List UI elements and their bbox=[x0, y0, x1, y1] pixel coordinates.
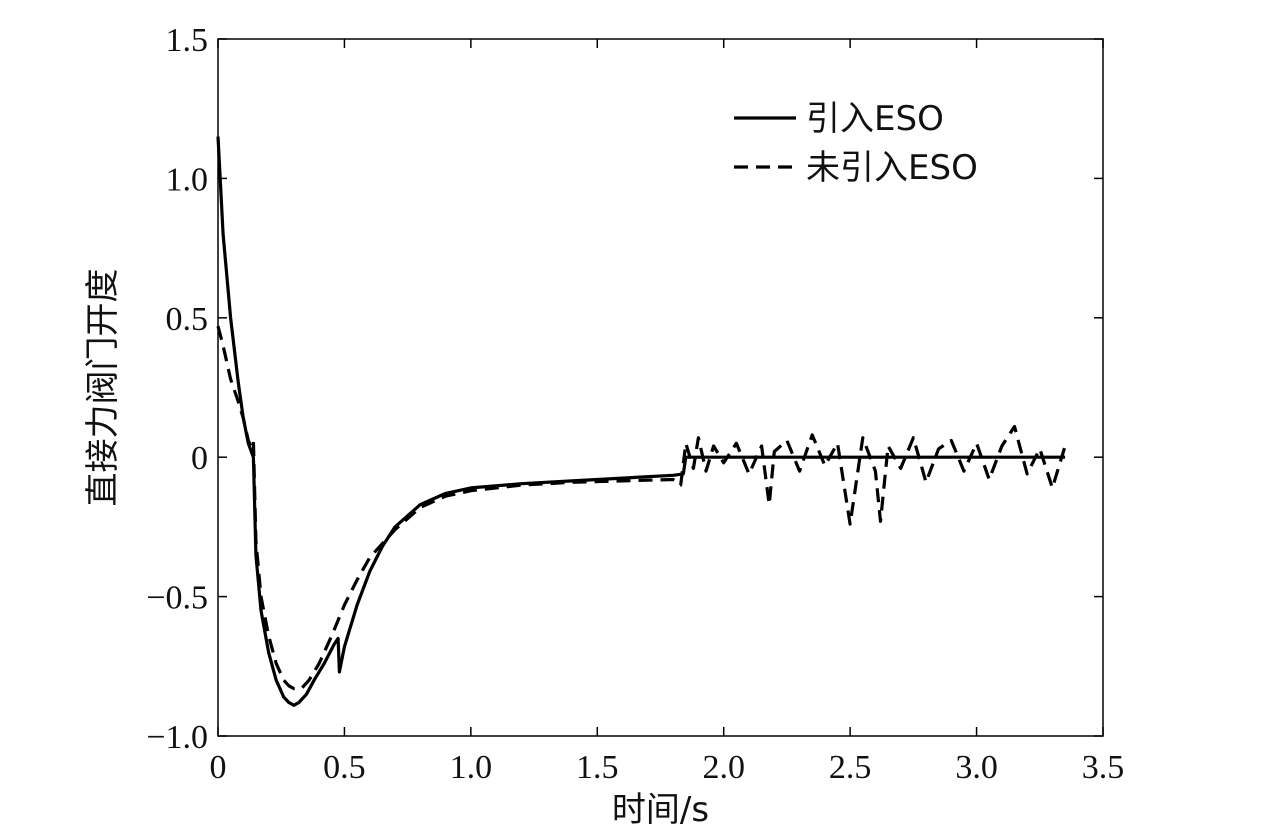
x-tick-label: 1.5 bbox=[576, 749, 619, 786]
y-tick-label: 0 bbox=[191, 440, 208, 477]
plot-frame bbox=[217, 38, 1104, 737]
plot-area: 0 0.5 1.0 1.5 2.0 2.5 3.0 3.5 −1.0 −0.5 0 0.5 1.0 1.… bbox=[146, 22, 1124, 786]
legend-label-series-0: 引入ESO bbox=[806, 99, 944, 139]
x-tick-label: 0.5 bbox=[323, 749, 366, 786]
series-line-1 bbox=[216, 325, 1067, 691]
legend-label-series-1: 未引入ESO bbox=[806, 148, 978, 188]
x-tick-label: 2.5 bbox=[829, 749, 872, 786]
y-tick-label: −1.0 bbox=[146, 719, 208, 756]
y-tick-label: 0.5 bbox=[166, 301, 209, 338]
x-tick-label: 3.5 bbox=[1082, 749, 1125, 786]
series-layer bbox=[216, 136, 1067, 707]
x-tick-label: 3.0 bbox=[955, 749, 998, 786]
y-axis-ticks: −1.0 −0.5 0 0.5 1.0 1.5 bbox=[146, 22, 1103, 756]
x-tick-label: 1.0 bbox=[450, 749, 493, 786]
y-tick-label: −0.5 bbox=[146, 580, 208, 617]
series-line-0 bbox=[216, 136, 1066, 707]
y-axis-title: 直接力阀门开度 bbox=[83, 269, 123, 507]
x-axis-title: 时间/s bbox=[612, 790, 709, 830]
x-tick-label: 0 bbox=[210, 749, 227, 786]
x-tick-label: 2.0 bbox=[702, 749, 745, 786]
y-tick-label: 1.0 bbox=[166, 161, 209, 198]
y-tick-label: 1.5 bbox=[166, 22, 209, 59]
x-axis-ticks: 0 0.5 1.0 1.5 2.0 2.5 3.0 3.5 bbox=[210, 39, 1125, 786]
legend: 引入ESO 未引入ESO bbox=[734, 99, 978, 188]
